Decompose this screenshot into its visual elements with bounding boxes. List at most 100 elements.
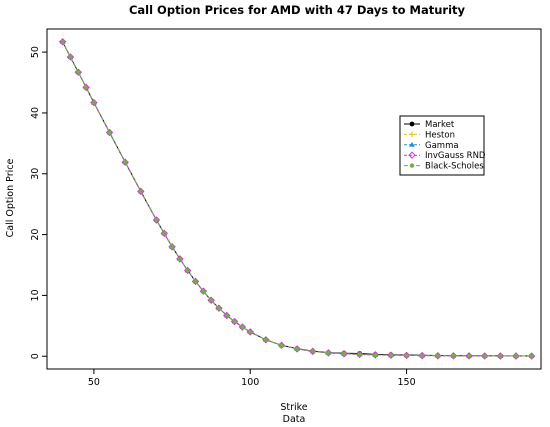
y-tick-label: 0: [30, 353, 41, 359]
data-point: [121, 158, 129, 166]
data-point: [169, 244, 175, 249]
plot-frame: [46, 28, 542, 370]
data-point: [191, 277, 200, 286]
data-point: [466, 353, 472, 359]
data-point: [246, 328, 254, 336]
data-point: [107, 130, 112, 135]
data-point: [176, 255, 184, 263]
data-point: [240, 324, 245, 330]
data-point: [185, 268, 190, 273]
legend-marker: [409, 121, 415, 127]
data-point: [357, 352, 362, 357]
data-point: [340, 350, 348, 358]
legend-item: Heston: [404, 130, 455, 140]
data-point: [193, 279, 198, 284]
legend-marker: [409, 141, 415, 147]
x-tick-label: 100: [241, 377, 259, 388]
legend-item: Gamma: [404, 141, 459, 151]
data-point: [122, 160, 128, 165]
data-point: [160, 229, 168, 238]
data-point: [324, 349, 333, 357]
series-layer: [58, 38, 536, 360]
data-point: [373, 352, 378, 358]
data-point: [68, 54, 73, 60]
legend-label: Heston: [425, 130, 455, 140]
data-point: [513, 353, 519, 359]
x-tick-label: 150: [397, 377, 415, 388]
data-point: [232, 319, 237, 324]
data-point: [199, 287, 208, 295]
data-point: [529, 353, 534, 359]
data-point: [279, 343, 284, 348]
legend-item: InvGauss RND: [404, 151, 486, 161]
y-tick-label: 30: [30, 168, 41, 180]
data-point: [138, 189, 143, 194]
data-point: [58, 38, 67, 46]
data-point: [326, 350, 331, 356]
legend-item: Black-Scholes: [404, 162, 484, 172]
data-point: [83, 85, 89, 90]
data-point: [76, 69, 81, 75]
data-point: [434, 352, 442, 360]
data-point: [404, 353, 409, 358]
legend-label: Black-Scholes: [425, 162, 484, 172]
data-point: [310, 349, 315, 354]
data-point: [527, 352, 536, 360]
data-point: [451, 353, 456, 359]
series-black-scholes: [60, 39, 534, 359]
data-point: [293, 345, 301, 353]
data-point: [498, 353, 503, 359]
y-axis-label: Call Option Price: [5, 159, 16, 238]
data-point: [90, 98, 98, 107]
data-point: [224, 313, 229, 318]
x-axis: 50 100 150: [88, 369, 416, 388]
data-point: [162, 231, 167, 236]
data-point: [152, 216, 161, 224]
chart-title: Call Option Prices for AMD with 47 Days …: [129, 3, 466, 17]
data-point: [435, 353, 441, 358]
data-point: [388, 352, 394, 358]
data-point: [418, 351, 426, 360]
data-point: [481, 352, 489, 360]
legend-label: InvGauss RND: [425, 151, 486, 161]
data-point: [341, 351, 347, 356]
data-point: [482, 353, 487, 359]
data-point: [248, 329, 253, 335]
data-point: [419, 353, 425, 358]
data-point: [512, 352, 520, 360]
data-point: [449, 352, 458, 360]
data-point: [91, 100, 97, 105]
data-point: [208, 298, 214, 303]
y-tick-label: 40: [30, 107, 41, 119]
x-tick-label: 50: [88, 377, 100, 388]
legend-item: Market: [404, 120, 455, 130]
data-point: [294, 346, 300, 352]
legend-marker: [409, 163, 415, 168]
legend-marker: [409, 131, 415, 138]
data-point: [465, 352, 473, 360]
data-point: [387, 351, 395, 359]
data-point: [105, 128, 114, 137]
data-point: [223, 311, 231, 320]
legend-marker: [408, 151, 416, 159]
data-point: [263, 337, 269, 343]
data-point: [207, 296, 215, 304]
legend-label: Market: [425, 120, 455, 130]
legend-label: Gamma: [425, 141, 459, 151]
x-axis-sublabel: Data: [283, 414, 306, 425]
data-point: [74, 68, 82, 76]
data-point: [60, 39, 65, 44]
data-point: [154, 217, 159, 223]
data-point: [230, 317, 239, 326]
data-point: [216, 305, 222, 311]
y-tick-label: 10: [30, 289, 41, 301]
data-point: [355, 350, 364, 359]
data-point: [215, 304, 223, 312]
data-point: [66, 53, 75, 61]
y-axis: 0 10 20 30 40 50: [30, 46, 47, 359]
data-point: [309, 347, 317, 356]
data-point: [137, 187, 145, 196]
